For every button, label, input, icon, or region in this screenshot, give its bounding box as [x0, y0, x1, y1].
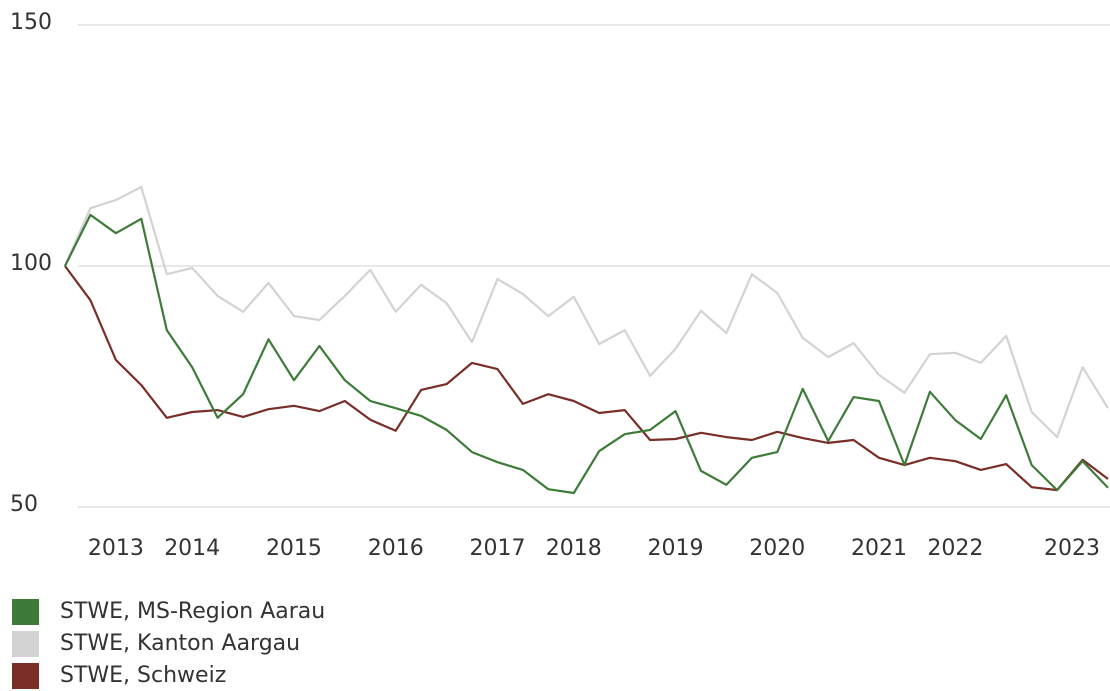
x-tick-label: 2018 — [546, 536, 602, 561]
y-tick-label: 50 — [10, 492, 38, 517]
x-tick-label: 2015 — [266, 536, 322, 561]
y-tick-label: 150 — [10, 10, 52, 35]
legend-swatch — [12, 631, 39, 657]
series-line — [63, 185, 1109, 439]
x-tick-label: 2016 — [368, 536, 424, 561]
x-tick-label: 2020 — [749, 536, 805, 561]
x-tick-label: 2019 — [648, 536, 704, 561]
x-tick-label: 2023 — [1044, 536, 1100, 561]
x-tick-label: 2013 — [88, 536, 144, 561]
legend-label: STWE, Kanton Aargau — [60, 631, 300, 656]
legend-swatch — [12, 663, 39, 689]
legend-label: STWE, Schweiz — [60, 663, 226, 688]
x-tick-label: 2017 — [469, 536, 525, 561]
legend-swatch — [12, 599, 39, 625]
series-line — [64, 213, 1109, 495]
x-tick-label: 2021 — [851, 536, 907, 561]
series-line — [64, 265, 1109, 492]
x-tick-label: 2022 — [927, 536, 983, 561]
y-tick-label: 100 — [10, 251, 52, 276]
x-tick-label: 2014 — [164, 536, 220, 561]
legend-label: STWE, MS-Region Aarau — [60, 599, 325, 624]
